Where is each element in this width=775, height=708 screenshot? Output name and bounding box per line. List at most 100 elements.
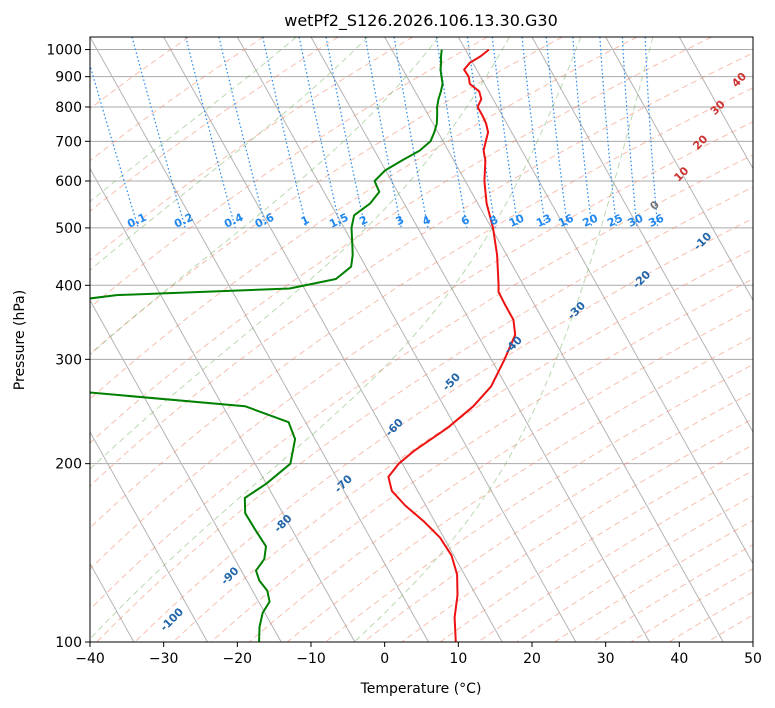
mixing-ratio-line: [621, 37, 638, 228]
x-tick-label: 40: [670, 651, 688, 667]
mixing-ratio-label: 20: [581, 211, 601, 229]
x-tick-label: −20: [223, 651, 253, 667]
wetbulb-label: -40: [502, 333, 525, 356]
wetbulb-label: -20: [630, 268, 653, 291]
mixing-ratio-line: [131, 37, 186, 229]
x-tick-label: 10: [449, 651, 467, 667]
isotherm-line: [310, 37, 650, 642]
moist-adiabats: [90, 37, 654, 642]
skewed-isotherms: [90, 37, 753, 642]
line-labels: 0.1 0.2 0.4 0.6 1 1.5 2 3 4 6 8 10 13 16 20 25 30 36-100-…: [125, 70, 749, 634]
dry-adiabat: [287, 336, 753, 642]
isotherm-line: [605, 37, 753, 302]
dry-adiabat: [90, 37, 638, 400]
mixing-ratio-line: [325, 37, 366, 229]
mixing-ratio-label: 16: [556, 211, 576, 229]
dry-adiabat: [439, 444, 753, 642]
dry-adiabat: [90, 37, 488, 309]
mixing-ratio-line: [491, 37, 519, 228]
x-tick-label: 50: [744, 651, 762, 667]
isotherm-line: [531, 37, 753, 433]
dry-adiabat: [210, 278, 753, 642]
dry-adiabat: [401, 417, 753, 642]
y-tick-label: 200: [55, 457, 82, 473]
wetbulb-label: -10: [691, 229, 714, 252]
isotherm-line: [236, 37, 577, 642]
y-tick-label: 300: [55, 352, 82, 368]
isotherm-line: [90, 299, 282, 642]
dry-adiabat: [325, 363, 753, 642]
y-axis: 1000 900 800 700 600 500 400 300 200 100: [46, 43, 90, 651]
mixing-ratio-label: 36: [647, 211, 667, 229]
isotherm-line: [90, 167, 356, 642]
mixing-ratio-label: 3: [394, 213, 406, 228]
isotherm-line: [90, 37, 429, 642]
isotherm-line: [752, 37, 753, 39]
wetbulb-label: -100: [158, 605, 187, 634]
mixing-ratio-line: [90, 63, 139, 229]
temperature-line: [387, 48, 517, 642]
x-tick-label: 0: [380, 651, 389, 667]
sounding-profiles: [90, 48, 517, 642]
plot-area: 0.1 0.2 0.4 0.6 1 1.5 2 3 4 6 8 10 13 16 20 25 30 36-100-…: [90, 37, 753, 642]
mixing-ratio-line: [599, 37, 618, 228]
mixing-ratio-label: 13: [534, 212, 553, 230]
moist-adiabat: [90, 37, 510, 470]
dry-adiabat: [96, 186, 753, 642]
y-tick-label: 100: [55, 635, 82, 651]
isotherm-line: [457, 37, 753, 565]
y-tick-label: 400: [55, 278, 82, 294]
dry-adiabat: [90, 154, 753, 611]
pressure-gridlines: [90, 49, 753, 642]
dry-adiabat: [516, 495, 753, 642]
moist-adiabat: [90, 37, 582, 640]
mixing-ratio-label: 1: [299, 213, 311, 228]
mixing-ratio-line: [435, 37, 468, 229]
mixing-ratio-label: 30: [626, 211, 646, 229]
plot-frame: [89, 36, 754, 643]
x-tick-label: 20: [523, 651, 541, 667]
mixing-ratio-label: 25: [605, 212, 624, 230]
y-tick-label: 600: [55, 174, 82, 190]
isotherm-line: [90, 430, 208, 642]
moist-adiabat: [90, 37, 439, 356]
dry-adiabat: [90, 52, 753, 487]
mixing-ratio-lines: [90, 37, 659, 229]
wetbulb-label: -80: [271, 512, 294, 535]
isotherm-line: [163, 37, 503, 642]
dry-adiabat: [90, 37, 339, 212]
moist-adiabat: [90, 37, 369, 271]
x-tick-label: −40: [75, 651, 105, 667]
moist-adiabat: [90, 37, 297, 203]
moist-temp-label: 30: [708, 97, 728, 117]
isotherm-line: [384, 37, 724, 642]
mixing-ratio-label: 4: [420, 213, 433, 228]
mixing-ratio-line: [572, 37, 593, 228]
dry-adiabats: [90, 37, 753, 642]
mixing-ratio-line: [262, 37, 308, 229]
dry-adiabat: [248, 307, 753, 642]
isotherm-line: [678, 37, 753, 170]
dry-adiabat: [172, 248, 753, 642]
moist-adiabat: [353, 37, 654, 642]
mixing-ratio-line: [466, 37, 496, 229]
mixing-ratio-line: [185, 37, 236, 229]
x-tick-label: −10: [296, 651, 326, 667]
chart-title: wetPf2_S126.2026.106.13.30.G30: [284, 11, 558, 31]
mixing-ratio-line: [218, 37, 267, 229]
y-axis-label: Pressure (hPa): [12, 290, 28, 390]
y-tick-label: 900: [55, 70, 82, 86]
moist-temp-label: 0: [647, 198, 662, 213]
mixing-ratio-label: 6: [459, 213, 472, 228]
moist-temp-label: 40: [729, 70, 749, 90]
mixing-ratio-label: 2: [357, 213, 369, 228]
dry-adiabat: [90, 37, 414, 261]
dry-adiabat: [90, 37, 712, 444]
dry-adiabat: [363, 391, 753, 642]
y-tick-label: 1000: [46, 43, 82, 59]
mixing-ratio-label: 8: [488, 213, 500, 228]
wetbulb-label: -50: [440, 370, 463, 393]
dry-adiabat: [90, 121, 753, 570]
x-axis-label: Temperature (°C): [360, 681, 482, 697]
